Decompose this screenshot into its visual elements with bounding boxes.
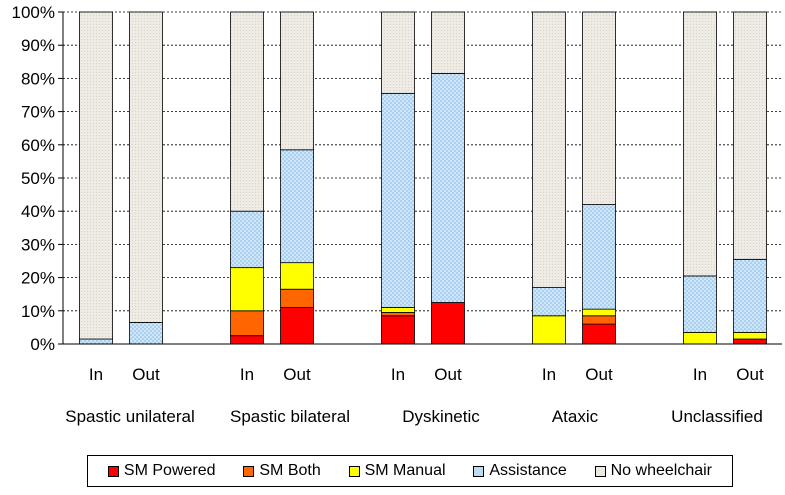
bar-label: Out (132, 365, 160, 384)
bar-segment-sm-manual (230, 267, 264, 312)
group-label: Unclassified (671, 407, 763, 426)
bar-segment-sm-powered (431, 302, 465, 345)
y-tick-label: 0% (30, 335, 55, 354)
bar-segment-sm-powered (280, 307, 314, 345)
bar-segment-sm-manual (733, 331, 767, 340)
bar-label: Out (283, 365, 311, 384)
bar-segment-no-wheelchair (129, 11, 163, 323)
bar-segment-assistance (381, 92, 415, 308)
legend-label: SM Manual (364, 462, 446, 479)
bar-segment-assistance (431, 73, 465, 303)
y-tick-label: 100% (12, 3, 55, 22)
bar-segment-assistance (532, 287, 566, 317)
legend-swatch (107, 465, 119, 477)
bar-segment-sm-powered (230, 335, 264, 345)
bar-segment-no-wheelchair (230, 11, 264, 212)
legend-item: No wheelchair (594, 462, 712, 480)
y-tick-label: 40% (21, 202, 55, 221)
bar-segment-sm-manual (683, 331, 717, 345)
legend-swatch (473, 465, 485, 477)
bar-segment-sm-both (582, 315, 616, 325)
bar-label: In (391, 365, 405, 384)
legend-item: Assistance (473, 462, 567, 480)
group-label: Dyskinetic (402, 407, 480, 426)
y-tick-label: 80% (21, 69, 55, 88)
stacked-bar-chart: 0% 10% 20% 30% 40% 50% 60% 70% 80% 90% 100% In Out In… (12, 3, 782, 426)
bar-segment-no-wheelchair (683, 11, 717, 277)
legend-label: No wheelchair (610, 462, 712, 479)
bar-label: Out (585, 365, 613, 384)
legend-label: Assistance (489, 462, 567, 479)
bar-segment-no-wheelchair (280, 11, 314, 151)
legend-swatch (594, 465, 606, 477)
bar-segment-sm-both (230, 310, 264, 337)
y-tick-label: 60% (21, 136, 55, 155)
bar-segment-no-wheelchair (431, 11, 465, 74)
legend-item: SM Manual (348, 462, 446, 480)
y-tick-label: 70% (21, 103, 55, 122)
bar-segment-no-wheelchair (381, 11, 415, 94)
group-label: Ataxic (552, 407, 599, 426)
bar-segment-no-wheelchair (582, 11, 616, 205)
legend-swatch (243, 465, 255, 477)
bar-label: In (693, 365, 707, 384)
y-tick-label: 30% (21, 235, 55, 254)
bar-segment-sm-both (381, 312, 415, 317)
legend-item: SM Both (243, 462, 321, 480)
bar-segment-sm-powered (733, 338, 767, 345)
bar-segment-assistance (129, 322, 163, 345)
group-label: Spastic unilateral (65, 407, 194, 426)
bar-label: In (89, 365, 103, 384)
legend-item: SM Powered (107, 462, 216, 480)
group-label: Spastic bilateral (230, 407, 350, 426)
bar-segment-assistance (733, 258, 767, 333)
bar-segment-sm-powered (381, 315, 415, 345)
bar-segment-no-wheelchair (79, 11, 113, 340)
bar-label: Out (434, 365, 462, 384)
bar-label: Out (736, 365, 764, 384)
bar-segment-assistance (230, 210, 264, 269)
bar-segment-no-wheelchair (733, 11, 767, 260)
bar-segment-assistance (79, 338, 113, 345)
bar-label: In (542, 365, 556, 384)
bar-label: In (240, 365, 254, 384)
y-tick-label: 20% (21, 269, 55, 288)
bar-segment-sm-manual (582, 308, 616, 317)
bar-segment-assistance (280, 149, 314, 264)
bar-segment-assistance (683, 275, 717, 333)
y-tick-label: 10% (21, 302, 55, 321)
bar-segment-sm-manual (381, 307, 415, 313)
bar-segment-sm-both (280, 288, 314, 308)
bar-segment-assistance (582, 204, 616, 310)
legend-label: SM Powered (123, 462, 216, 479)
bar-segment-sm-manual (532, 315, 566, 345)
bar-segment-sm-manual (280, 262, 314, 290)
bar-segment-sm-powered (582, 323, 616, 345)
legend-swatch (348, 465, 360, 477)
y-tick-label: 50% (21, 169, 55, 188)
legend: SM Powered SM Both SM Manual Assistance No w… (87, 455, 733, 487)
y-tick-label: 90% (21, 36, 55, 55)
bar-segment-no-wheelchair (532, 11, 566, 288)
legend-label: SM Both (259, 462, 321, 479)
